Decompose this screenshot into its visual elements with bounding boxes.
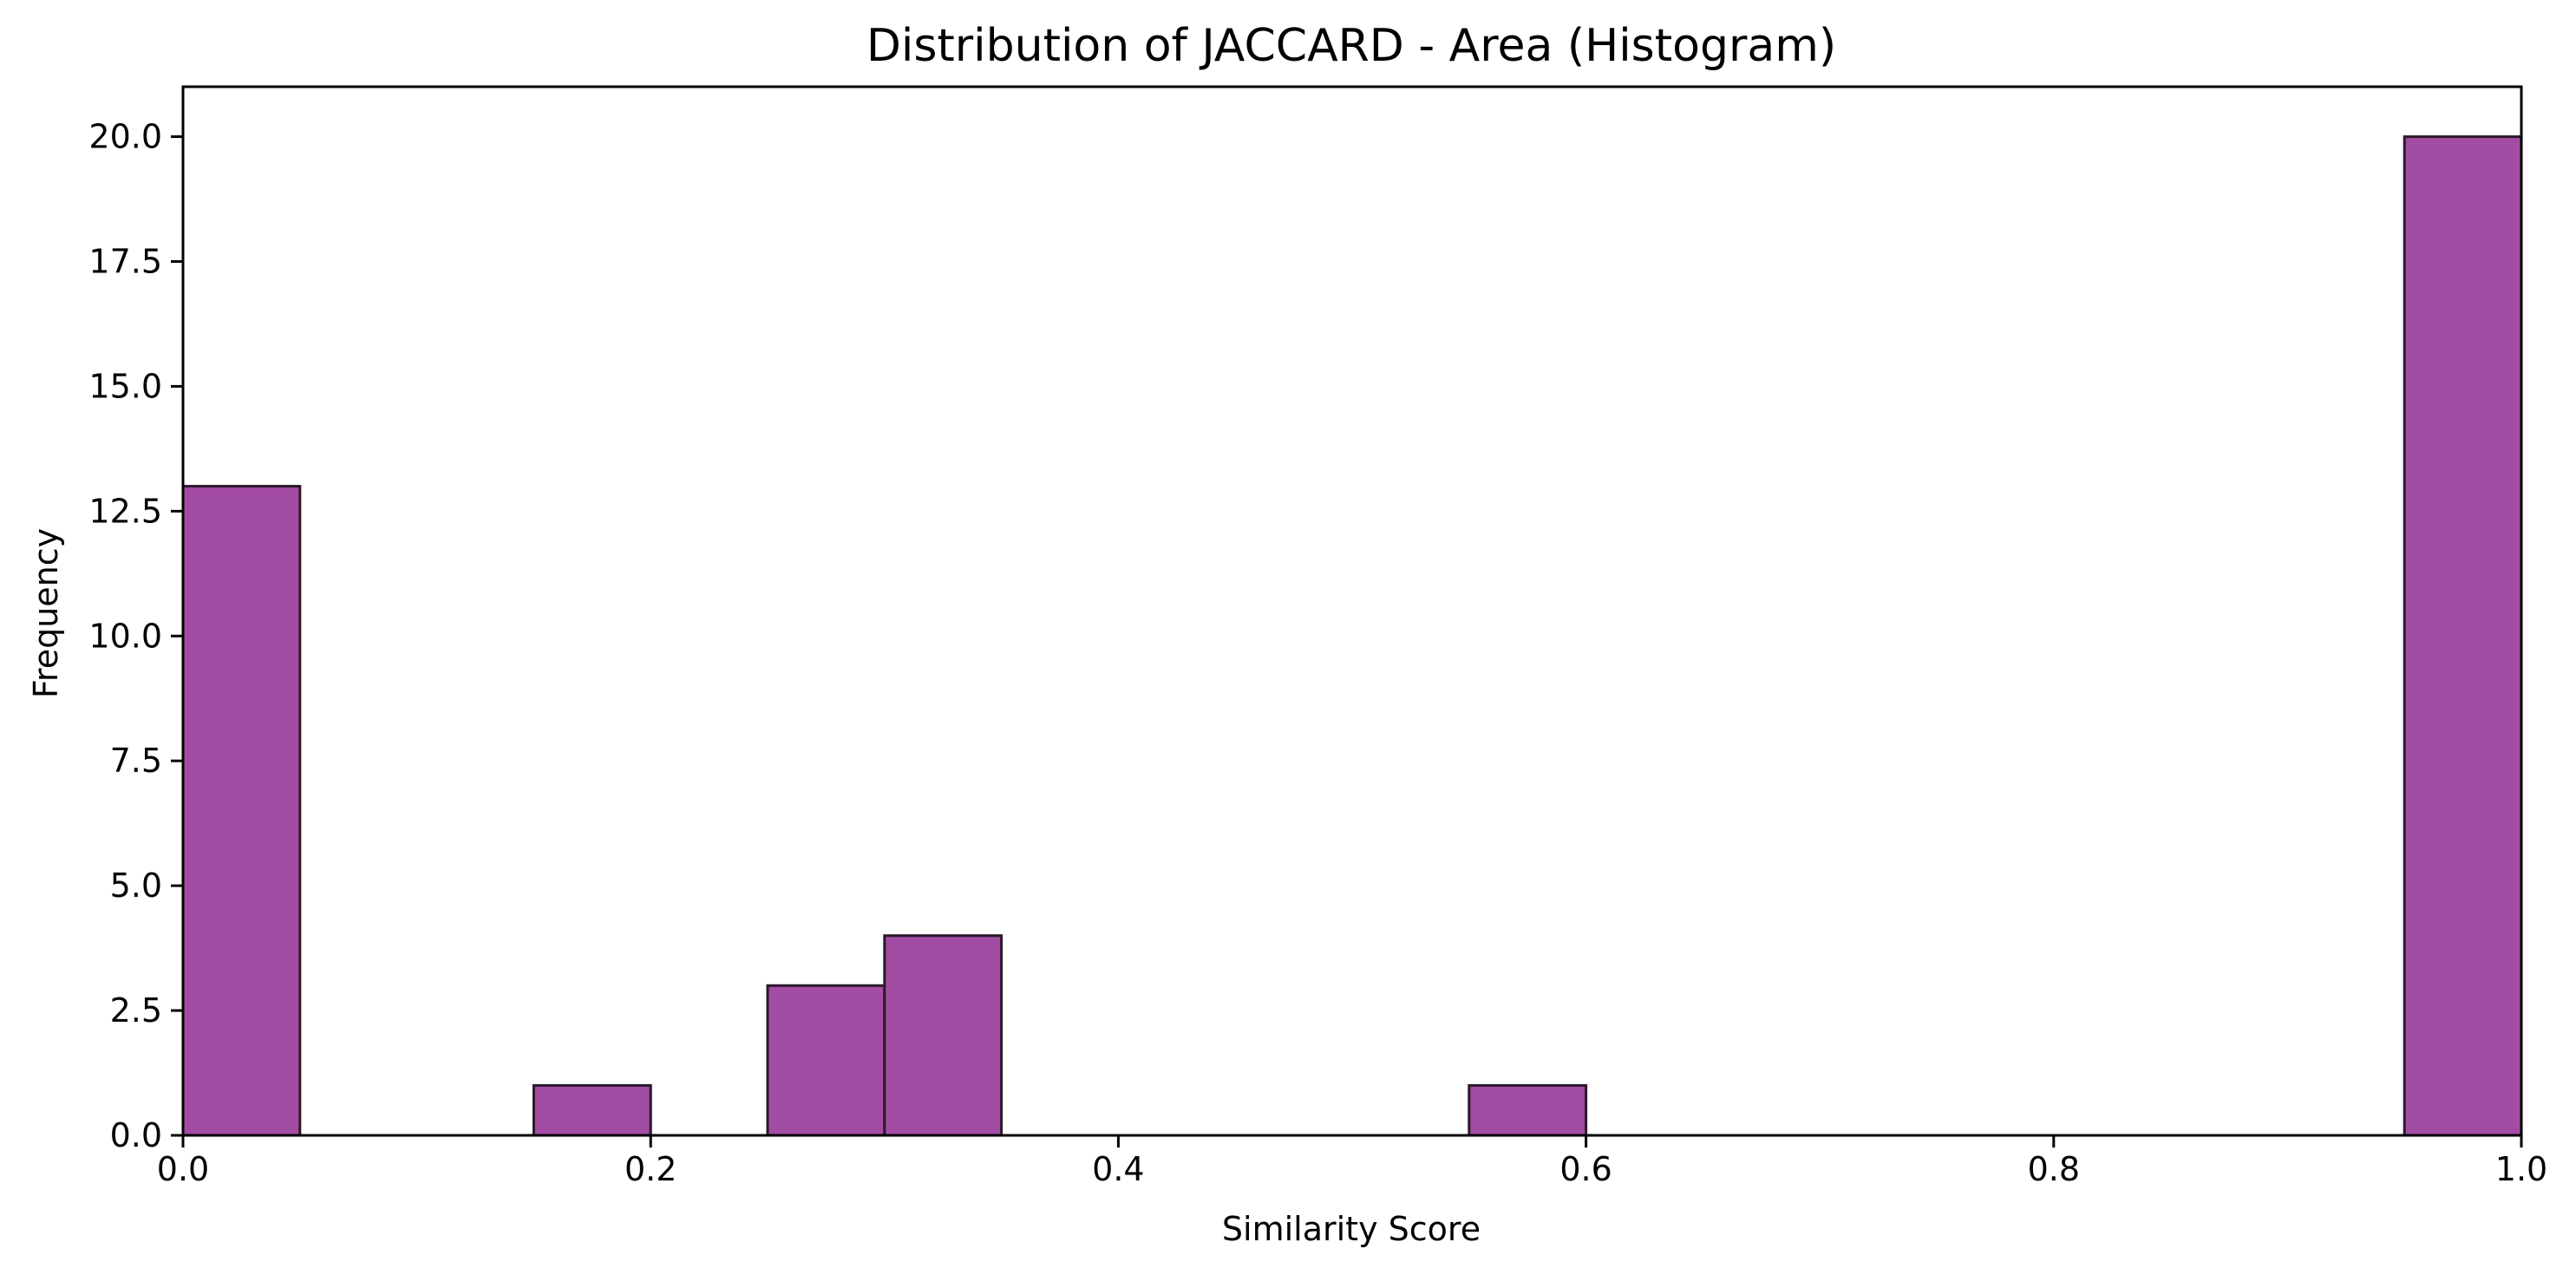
y-tick-label-3: 7.5 xyxy=(110,742,162,780)
y-axis-label: Frequency xyxy=(27,528,65,698)
histogram-bars xyxy=(181,135,2523,1137)
x-axis-ticks: 0.0 0.2 0.4 0.6 0.8 1.0 xyxy=(157,1135,2547,1188)
plot-area-frame xyxy=(181,85,2523,1137)
histogram-bar-3 xyxy=(883,934,1004,1137)
histogram-bar-0 xyxy=(181,485,302,1137)
histogram-bar-2 xyxy=(766,984,886,1137)
histogram-bar-5 xyxy=(2403,135,2523,1137)
y-tick-label-8: 20.0 xyxy=(88,118,162,156)
y-axis-ticks: 0.0 2.5 5.0 7.5 10.0 12.5 15.0 17.5 20.0 xyxy=(88,118,183,1154)
x-tick-label-3: 0.6 xyxy=(1559,1150,1612,1188)
histogram-bar-4 xyxy=(1468,1083,1588,1137)
y-tick-label-1: 2.5 xyxy=(110,991,162,1030)
y-tick-label-2: 5.0 xyxy=(110,866,162,905)
x-tick-label-2: 0.4 xyxy=(1092,1150,1144,1188)
y-tick-label-4: 10.0 xyxy=(88,617,162,655)
y-tick-label-7: 17.5 xyxy=(88,243,162,281)
y-tick-label-6: 15.0 xyxy=(88,367,162,405)
chart-title: Distribution of JACCARD - Area (Histogra… xyxy=(866,20,1836,72)
x-tick-label-1: 0.2 xyxy=(624,1150,677,1188)
histogram-bar-1 xyxy=(532,1083,652,1137)
x-axis-label: Similarity Score xyxy=(1222,1210,1481,1248)
x-tick-label-5: 1.0 xyxy=(2495,1150,2547,1188)
x-tick-label-0: 0.0 xyxy=(157,1150,209,1188)
x-tick-label-4: 0.8 xyxy=(2028,1150,2080,1188)
y-tick-label-0: 0.0 xyxy=(110,1116,162,1154)
y-tick-label-5: 12.5 xyxy=(88,492,162,530)
